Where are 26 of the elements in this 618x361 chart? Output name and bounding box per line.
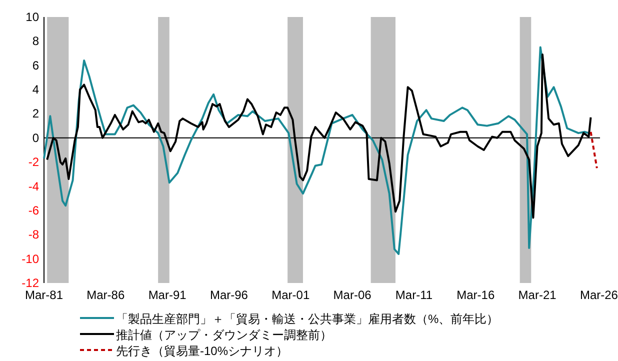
x-tick-label: Mar-96 xyxy=(210,288,248,302)
x-tick-label: Mar-81 xyxy=(24,288,64,302)
legend-label: 推計値（アップ・ダウンダミー調整前） xyxy=(116,328,332,342)
y-tick-label: -2 xyxy=(28,155,40,170)
y-tick-label: -12 xyxy=(22,276,40,290)
x-tick-label: Mar-06 xyxy=(333,288,372,302)
y-tick-label: 10 xyxy=(26,10,40,24)
x-tick-label: Mar-86 xyxy=(86,288,125,302)
y-tick-label: 6 xyxy=(32,58,40,72)
x-tick-label: Mar-26 xyxy=(580,288,618,302)
legend-label: 先行き（貿易量-10%シナリオ） xyxy=(116,344,288,358)
x-tick-label: Mar-21 xyxy=(518,288,557,302)
y-tick-label: -6 xyxy=(28,203,40,218)
y-tick-label: 8 xyxy=(32,34,40,48)
x-tick-label: Mar-11 xyxy=(395,288,433,302)
y-tick-label: -4 xyxy=(28,179,40,194)
line-series xyxy=(43,46,590,255)
x-tick-label: Mar-16 xyxy=(456,288,495,302)
y-tick-label: -10 xyxy=(22,252,40,266)
y-tick-label: 0 xyxy=(32,130,40,145)
x-tick-label: Mar-91 xyxy=(148,288,187,302)
y-tick-label: -8 xyxy=(28,228,40,242)
y-tick-label: 4 xyxy=(32,82,40,97)
legend-label: 「製品生産部門」＋「貿易・輸送・公共事業」雇用者数（%、前年比） xyxy=(116,312,499,326)
x-tick-label: Mar-01 xyxy=(272,288,310,302)
y-tick-label: 2 xyxy=(32,106,40,121)
